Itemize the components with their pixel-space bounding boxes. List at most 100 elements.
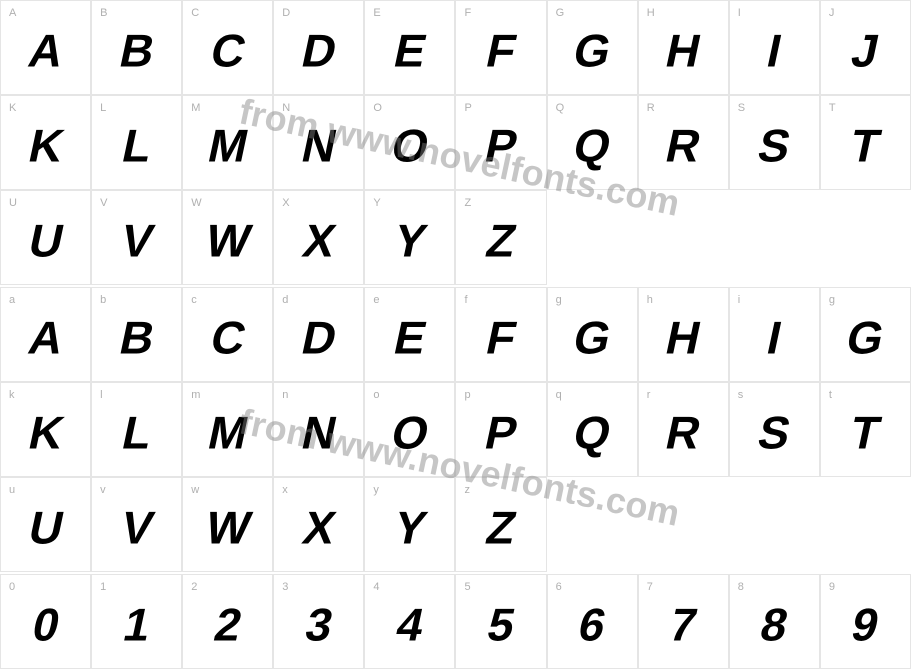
- cell-label: L: [100, 102, 106, 114]
- cell-label: t: [829, 389, 832, 401]
- cell-label: D: [282, 7, 290, 19]
- cell-glyph: B: [115, 310, 159, 364]
- glyph-row: KKLLMMNNOOPPQQRRSSTT: [0, 95, 911, 190]
- glyph-cell: iI: [729, 287, 820, 382]
- glyph-row: aAbBcCdDeEfFgGhHiIgG: [0, 287, 911, 382]
- glyph-cell: PP: [455, 95, 546, 190]
- cell-glyph: V: [116, 500, 157, 554]
- glyph-cell: HH: [638, 0, 729, 95]
- cell-label: V: [100, 197, 107, 209]
- cell-label: S: [738, 102, 745, 114]
- cell-label: y: [373, 484, 379, 496]
- cell-label: k: [9, 389, 15, 401]
- cell-glyph: M: [203, 405, 252, 459]
- cell-label: Q: [556, 102, 565, 114]
- cell-label: 5: [464, 581, 470, 593]
- cell-glyph: U: [24, 213, 68, 267]
- cell-label: E: [373, 7, 380, 19]
- glyph-cell: cC: [182, 287, 273, 382]
- cell-label: M: [191, 102, 200, 114]
- glyph-cell: KK: [0, 95, 91, 190]
- cell-glyph: I: [763, 310, 786, 364]
- cell-glyph: 7: [665, 597, 701, 651]
- cell-glyph: F: [482, 310, 521, 364]
- cell-label: e: [373, 294, 379, 306]
- glyph-cell: YY: [364, 190, 455, 285]
- glyph-cell: LL: [91, 95, 182, 190]
- cell-label: f: [464, 294, 467, 306]
- cell-glyph: N: [297, 405, 341, 459]
- cell-label: s: [738, 389, 744, 401]
- glyph-cell: 00: [0, 574, 91, 669]
- cell-glyph: H: [661, 310, 705, 364]
- glyph-cell: WW: [182, 190, 273, 285]
- cell-label: 6: [556, 581, 562, 593]
- cell-glyph: C: [206, 310, 250, 364]
- glyph-cell: rR: [638, 382, 729, 477]
- glyph-cell: 88: [729, 574, 820, 669]
- glyph-cell: [547, 190, 638, 285]
- glyph-cell: bB: [91, 287, 182, 382]
- cell-label: J: [829, 7, 835, 19]
- glyph-cell: EE: [364, 0, 455, 95]
- glyph-cell: UU: [0, 190, 91, 285]
- glyph-cell: wW: [182, 477, 273, 572]
- cell-glyph: J: [847, 23, 883, 77]
- cell-glyph: 3: [301, 597, 337, 651]
- cell-glyph: P: [480, 405, 521, 459]
- cell-label: 9: [829, 581, 835, 593]
- cell-label: I: [738, 7, 741, 19]
- cell-glyph: E: [389, 23, 430, 77]
- cell-label: r: [647, 389, 651, 401]
- cell-glyph: W: [201, 213, 255, 267]
- cell-glyph: Z: [482, 213, 521, 267]
- cell-label: O: [373, 102, 382, 114]
- glyph-row: kKlLmMnNoOpPqQrRsStT: [0, 382, 911, 477]
- glyph-cell: kK: [0, 382, 91, 477]
- glyph-cell: JJ: [820, 0, 911, 95]
- cell-label: n: [282, 389, 288, 401]
- glyph-cell: hH: [638, 287, 729, 382]
- cell-glyph: G: [569, 310, 615, 364]
- glyph-cell: eE: [364, 287, 455, 382]
- glyph-cell: 55: [455, 574, 546, 669]
- cell-glyph: U: [24, 500, 68, 554]
- cell-label: a: [9, 294, 15, 306]
- cell-glyph: P: [480, 118, 521, 172]
- glyph-cell: [638, 190, 729, 285]
- cell-glyph: 0: [28, 597, 64, 651]
- cell-glyph: E: [389, 310, 430, 364]
- cell-glyph: 4: [392, 597, 428, 651]
- glyph-cell: tT: [820, 382, 911, 477]
- cell-glyph: G: [842, 310, 888, 364]
- glyph-cell: 77: [638, 574, 729, 669]
- cell-label: v: [100, 484, 106, 496]
- glyph-row: UUVVWWXXYYZZ: [0, 190, 911, 285]
- glyph-cell: xX: [273, 477, 364, 572]
- glyph-cell: yY: [364, 477, 455, 572]
- cell-label: g: [829, 294, 835, 306]
- glyph-cell: pP: [455, 382, 546, 477]
- cell-glyph: Y: [389, 213, 430, 267]
- glyph-cell: VV: [91, 190, 182, 285]
- cell-glyph: Q: [569, 405, 615, 459]
- cell-glyph: T: [846, 405, 885, 459]
- cell-glyph: H: [661, 23, 705, 77]
- glyph-cell: [638, 477, 729, 572]
- cell-label: C: [191, 7, 199, 19]
- cell-glyph: D: [297, 310, 341, 364]
- cell-glyph: D: [297, 23, 341, 77]
- cell-label: g: [556, 294, 562, 306]
- cell-label: o: [373, 389, 379, 401]
- cell-label: Z: [464, 197, 471, 209]
- cell-glyph: B: [115, 23, 159, 77]
- glyph-row: AABBCCDDEEFFGGHHIIJJ: [0, 0, 911, 95]
- cell-glyph: M: [203, 118, 252, 172]
- cell-glyph: R: [661, 118, 705, 172]
- glyph-cell: BB: [91, 0, 182, 95]
- glyph-cell: vV: [91, 477, 182, 572]
- cell-label: N: [282, 102, 290, 114]
- cell-glyph: 5: [483, 597, 519, 651]
- glyph-cell: DD: [273, 0, 364, 95]
- cell-glyph: I: [763, 23, 786, 77]
